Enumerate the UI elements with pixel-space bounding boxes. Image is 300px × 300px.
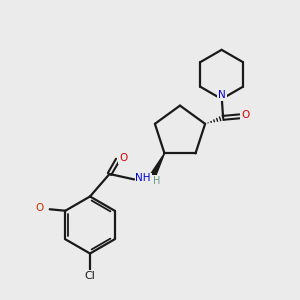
Text: O: O xyxy=(36,203,44,213)
Text: N: N xyxy=(218,90,226,100)
Text: N: N xyxy=(218,90,226,100)
Polygon shape xyxy=(148,153,164,182)
Text: O: O xyxy=(241,110,249,120)
Text: Cl: Cl xyxy=(85,271,95,281)
Text: H: H xyxy=(153,176,160,186)
Text: O: O xyxy=(119,153,127,163)
Text: NH: NH xyxy=(135,173,151,184)
